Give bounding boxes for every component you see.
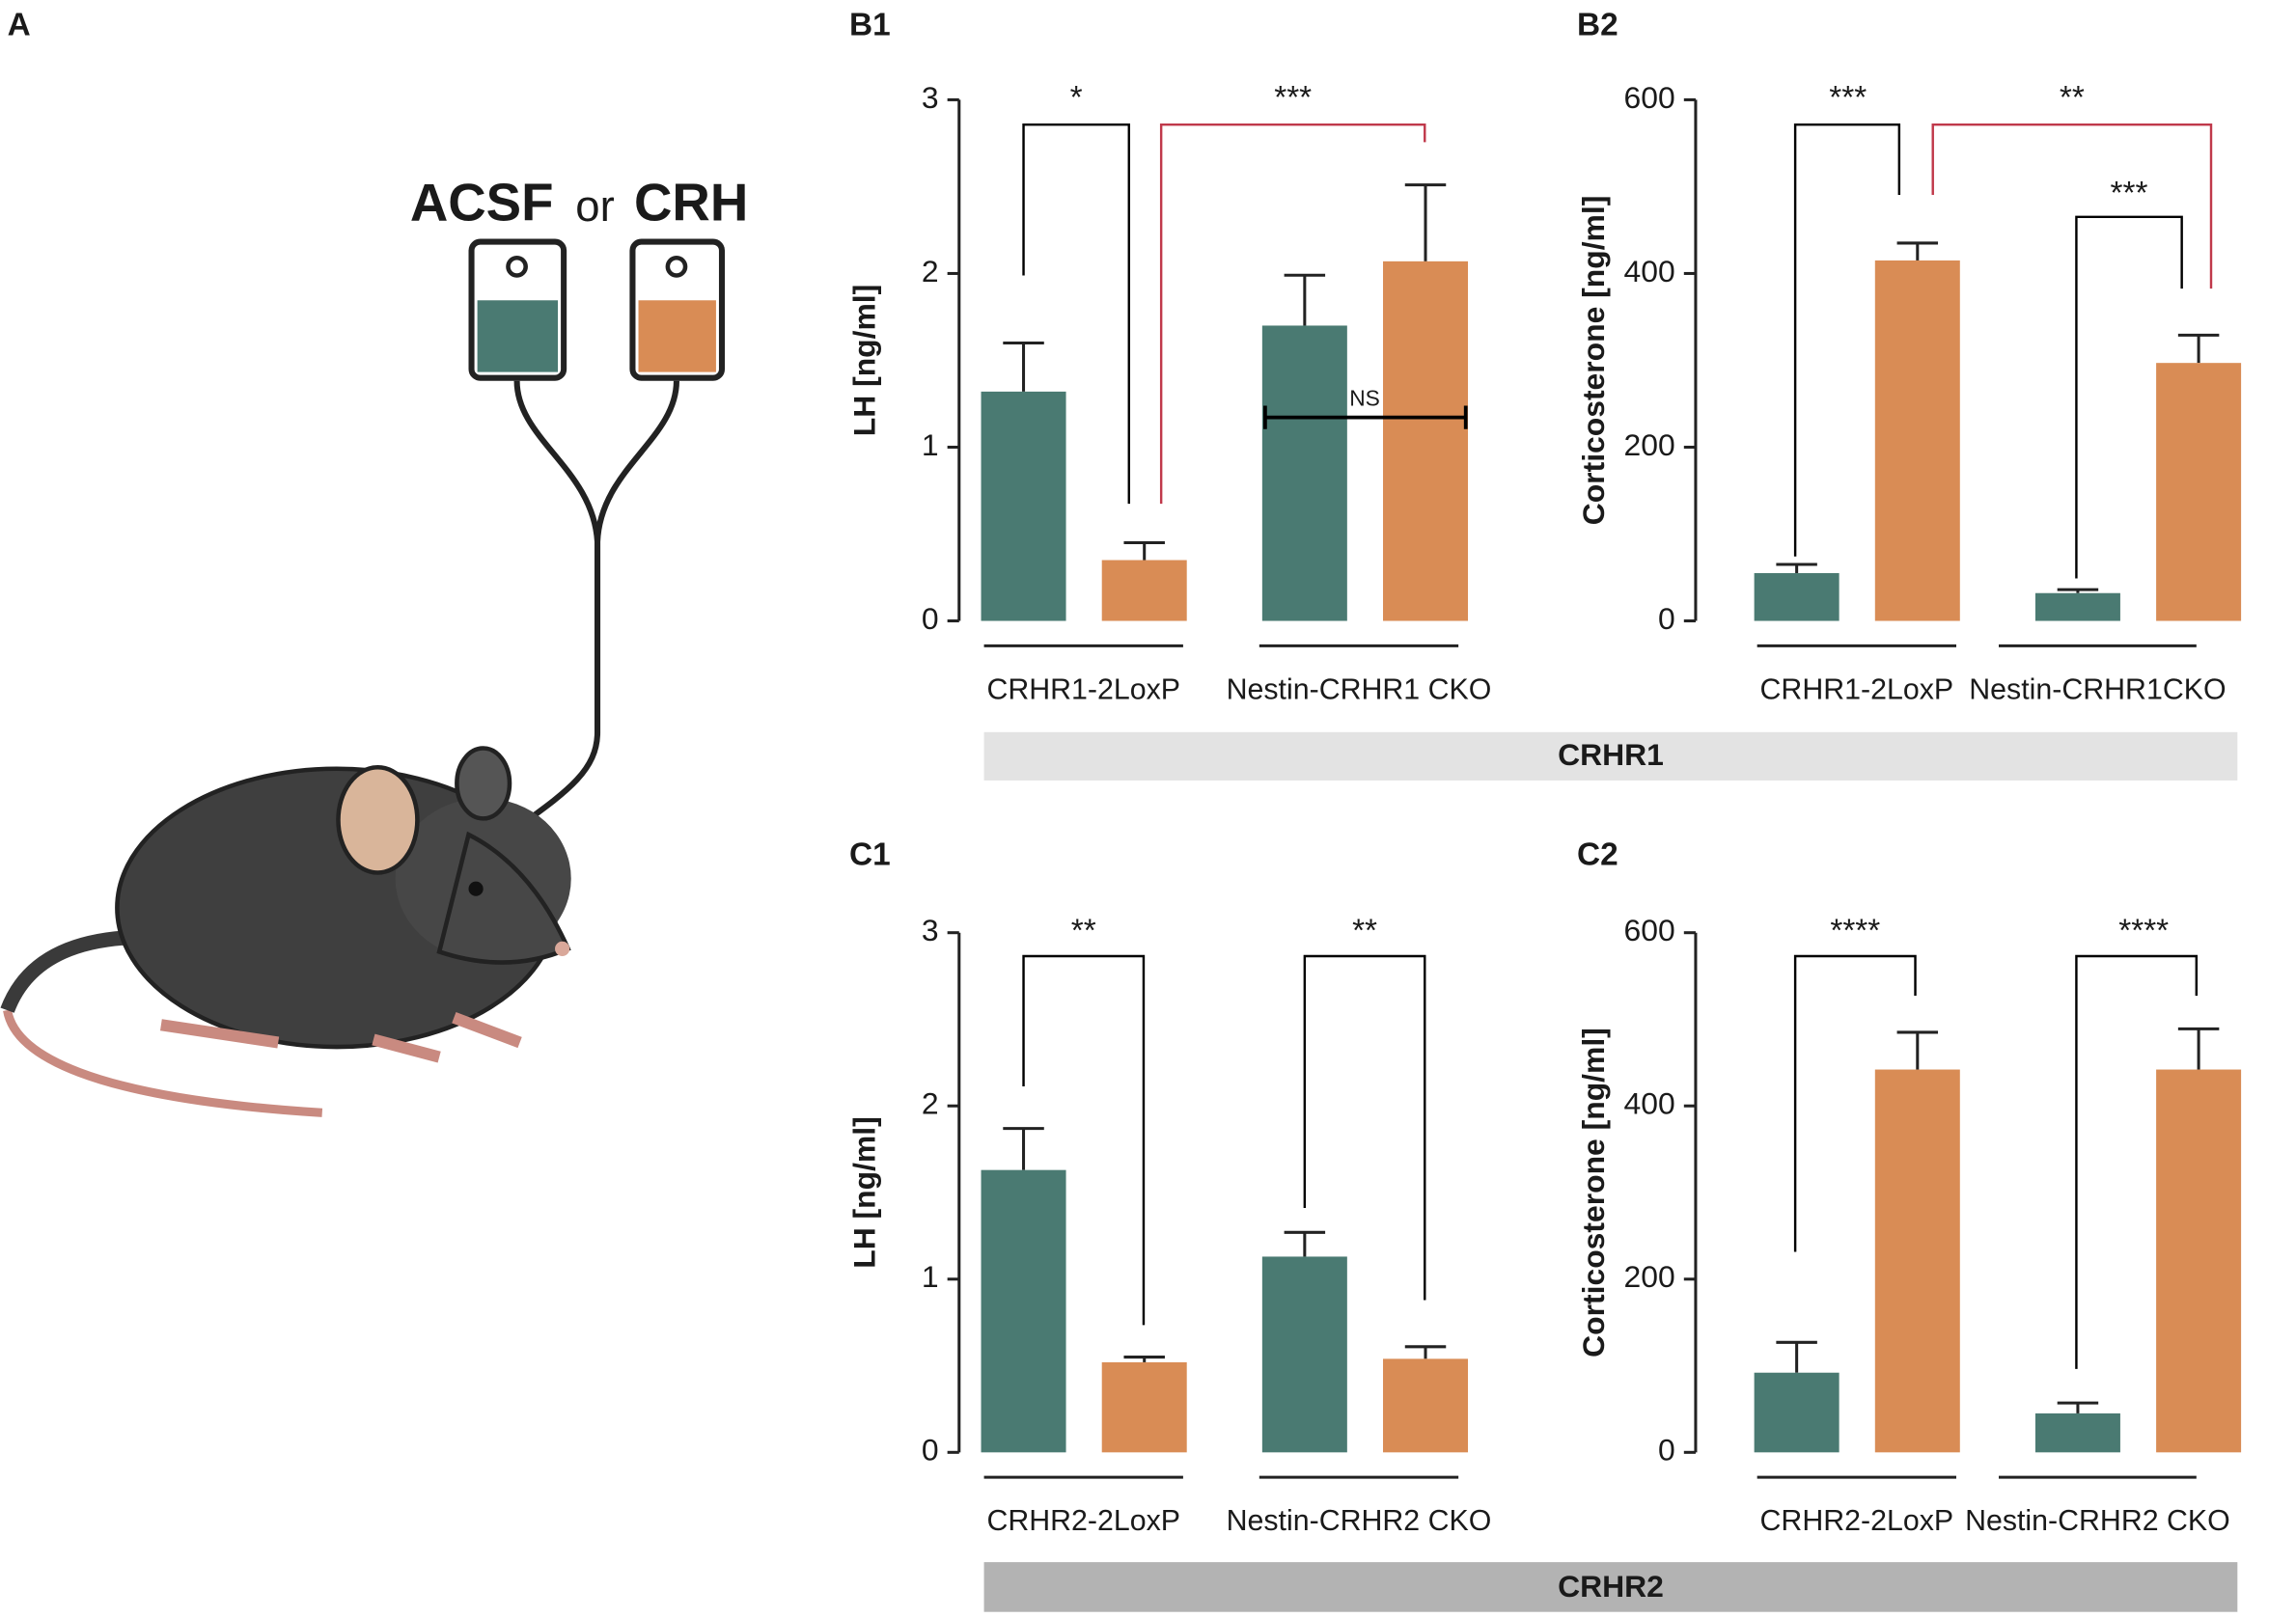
y-tick-label: 200 xyxy=(1624,1259,1675,1294)
y-axis-label: Corticosterone [ng/ml] xyxy=(1576,196,1611,526)
bar xyxy=(1754,573,1840,621)
bar xyxy=(1754,1372,1840,1453)
bar xyxy=(1101,1361,1187,1453)
y-tick-label: 400 xyxy=(1624,1086,1675,1121)
bar xyxy=(2156,363,2242,621)
significance-bracket xyxy=(1022,954,1146,1326)
bar xyxy=(1261,1256,1347,1453)
x-tick-label: Nestin-CRHR1CKO xyxy=(1969,673,2226,705)
x-tick-label: CRHR1-2LoxP xyxy=(986,673,1180,705)
significance-label: * xyxy=(1070,80,1083,116)
y-tick-label: 0 xyxy=(1658,1433,1675,1467)
y-tick-label: 0 xyxy=(1658,601,1675,636)
significance-label: ** xyxy=(2060,80,2085,116)
y-tick-label: 200 xyxy=(1624,427,1675,462)
group-band xyxy=(983,731,2238,781)
significance-bracket xyxy=(2075,215,2183,579)
bar xyxy=(1261,325,1347,621)
group-label: CRHR1 xyxy=(1558,737,1664,772)
significance-label: *** xyxy=(1274,80,1312,116)
y-tick-label: 3 xyxy=(922,80,939,115)
y-tick-label: 600 xyxy=(1624,913,1675,947)
x-tick-label: Nestin-CRHR2 CKO xyxy=(1965,1505,2230,1537)
illustration xyxy=(0,238,726,1117)
bar xyxy=(981,391,1066,621)
significance-label: NS xyxy=(1349,385,1380,410)
panel-label: C1 xyxy=(849,837,891,873)
bar xyxy=(1874,260,1960,621)
significance-bracket xyxy=(1793,954,1917,1252)
significance-label: **** xyxy=(1830,914,1880,949)
bar xyxy=(2034,592,2120,621)
bar xyxy=(1383,261,1469,621)
bar xyxy=(2034,1412,2120,1453)
group-band xyxy=(983,1562,2238,1612)
y-tick-label: 400 xyxy=(1624,254,1675,288)
illustration-text: ACSF xyxy=(410,174,554,233)
bar xyxy=(981,1169,1066,1453)
y-axis-label: Corticosterone [ng/ml] xyxy=(1576,1028,1611,1357)
panel-label: C2 xyxy=(1577,837,1618,873)
x-tick-label: CRHR2-2LoxP xyxy=(1760,1505,1954,1537)
panel-label: A xyxy=(8,7,31,42)
y-tick-label: 0 xyxy=(922,1433,939,1467)
significance-bracket xyxy=(1022,123,1130,505)
x-tick-label: Nestin-CRHR2 CKO xyxy=(1227,1505,1492,1537)
significance-bracket xyxy=(1262,405,1468,429)
illustration-text: or xyxy=(575,181,614,231)
y-tick-label: 3 xyxy=(922,913,939,947)
significance-bracket xyxy=(1303,954,1426,1301)
significance-bracket xyxy=(1931,123,2213,289)
y-axis-label: LH [ng/ml] xyxy=(847,1116,882,1269)
significance-label: ** xyxy=(1071,914,1096,949)
y-tick-label: 1 xyxy=(922,1259,939,1294)
y-tick-label: 1 xyxy=(922,427,939,462)
significance-bracket xyxy=(1159,123,1426,505)
significance-label: *** xyxy=(2111,176,2148,211)
significance-label: **** xyxy=(2118,914,2169,949)
y-axis-label: LH [ng/ml] xyxy=(847,285,882,437)
panel-label: B2 xyxy=(1577,7,1618,42)
group-label: CRHR2 xyxy=(1558,1569,1664,1604)
y-tick-label: 0 xyxy=(922,601,939,636)
panel-label: B1 xyxy=(849,7,891,42)
significance-bracket xyxy=(1793,123,1901,557)
x-tick-label: Nestin-CRHR1 CKO xyxy=(1227,673,1492,705)
bar xyxy=(1383,1358,1469,1453)
y-tick-label: 2 xyxy=(922,254,939,288)
bar xyxy=(2156,1069,2242,1453)
y-tick-label: 600 xyxy=(1624,80,1675,115)
y-tick-label: 2 xyxy=(922,1086,939,1121)
significance-bracket xyxy=(2075,954,2199,1369)
bar xyxy=(1874,1069,1960,1453)
x-tick-label: CRHR2-2LoxP xyxy=(986,1505,1180,1537)
x-tick-label: CRHR1-2LoxP xyxy=(1760,673,1954,705)
bar xyxy=(1101,560,1187,621)
significance-label: ** xyxy=(1352,914,1377,949)
illustration-text: CRH xyxy=(634,174,748,233)
significance-label: *** xyxy=(1829,80,1867,116)
